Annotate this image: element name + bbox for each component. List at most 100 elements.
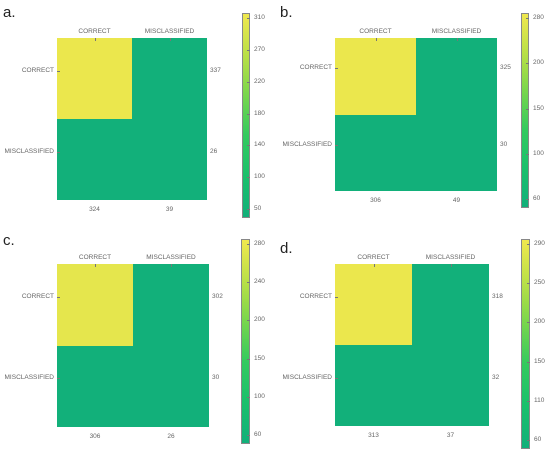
colorbar-tick-label: 50	[254, 204, 262, 212]
colorbar-tick-label: 150	[533, 104, 544, 112]
colorbar-tick-label: 280	[533, 13, 544, 21]
row-label: MISCLASSIFIED	[282, 373, 332, 381]
colorbar-tick	[247, 282, 250, 284]
tick-mark	[94, 38, 96, 41]
colorbar	[241, 239, 250, 444]
panel-label: a.	[3, 4, 16, 21]
column-total: 324	[89, 206, 100, 213]
colorbar-tick	[247, 396, 250, 398]
tick-mark	[335, 377, 338, 379]
column-label: MISCLASSIFIED	[146, 254, 196, 261]
colorbar-tick-label: 60	[254, 430, 262, 438]
matrix-cell	[412, 264, 489, 345]
matrix-cell	[57, 38, 132, 119]
tick-mark	[335, 68, 338, 70]
column-label: CORRECT	[359, 28, 392, 35]
tick-mark	[456, 38, 458, 41]
tick-mark	[57, 70, 60, 72]
colorbar-tick	[247, 209, 250, 210]
matrix-cell	[335, 345, 412, 426]
colorbar-tick	[247, 177, 250, 179]
column-total: 313	[368, 432, 379, 439]
colorbar-tick	[247, 113, 250, 115]
column-label: MISCLASSIFIED	[144, 28, 195, 35]
row-total: 337	[210, 66, 221, 74]
colorbar-tick	[527, 440, 530, 441]
row-total: 325	[500, 64, 511, 71]
column-total: 49	[452, 197, 461, 204]
colorbar	[521, 239, 530, 449]
colorbar	[242, 13, 250, 218]
tick-mark	[171, 264, 172, 267]
row-label: CORRECT	[21, 66, 54, 74]
row-label: CORRECT	[299, 64, 332, 71]
matrix-cell	[132, 119, 207, 200]
colorbar-tick-label: 290	[534, 239, 545, 247]
tick-mark	[57, 378, 60, 380]
matrix-cell	[57, 119, 132, 200]
colorbar-tick-label: 100	[533, 149, 544, 157]
tick-mark	[169, 38, 171, 41]
tick-mark	[450, 264, 452, 267]
tick-mark	[335, 296, 338, 298]
column-label: CORRECT	[78, 28, 111, 35]
colorbar-tick	[527, 322, 530, 324]
colorbar-tick	[247, 244, 250, 245]
colorbar-tick	[527, 244, 530, 245]
column-total: 306	[89, 433, 101, 440]
row-total: 302	[212, 292, 223, 300]
row-total: 32	[492, 373, 500, 381]
row-total: 30	[212, 374, 220, 381]
row-label: CORRECT	[21, 292, 54, 300]
row-label: MISCLASSIFIED	[4, 147, 54, 155]
colorbar-tick-label: 200	[534, 318, 545, 326]
colorbar-tick-label: 280	[254, 239, 265, 247]
colorbar-tick-label: 310	[254, 13, 265, 21]
tick-mark	[57, 151, 60, 153]
column-total: 37	[446, 432, 455, 439]
column-total: 306	[370, 197, 381, 204]
matrix-cell	[57, 345, 133, 427]
panel-label: b.	[280, 4, 293, 21]
colorbar-tick-label: 140	[254, 141, 265, 149]
matrix-cell	[335, 264, 412, 345]
colorbar-tick-label: 60	[534, 435, 542, 443]
tick-mark	[373, 264, 375, 267]
panel-label: c.	[3, 232, 15, 249]
row-total: 318	[492, 292, 503, 300]
colorbar	[521, 13, 529, 208]
matrix-cell	[335, 38, 416, 115]
matrix-cell	[416, 38, 497, 115]
colorbar-tick	[526, 63, 529, 65]
tick-mark	[375, 38, 377, 41]
row-total: 30	[500, 140, 508, 148]
colorbar-tick	[247, 18, 250, 19]
colorbar-tick-label: 200	[254, 316, 265, 324]
matrix-cell	[133, 345, 209, 427]
colorbar-tick	[527, 400, 530, 402]
colorbar-tick-label: 150	[534, 357, 545, 365]
colorbar-tick-label: 270	[254, 45, 265, 53]
colorbar-tick-label: 200	[533, 59, 544, 66]
colorbar-tick-label: 110	[534, 396, 545, 404]
matrix-cell	[416, 114, 497, 191]
colorbar-tick-label: 60	[533, 194, 541, 202]
colorbar-tick-label: 150	[254, 354, 265, 362]
tick-mark	[95, 264, 96, 267]
row-label: MISCLASSIFIED	[4, 374, 54, 381]
colorbar-tick	[247, 320, 250, 322]
row-label: CORRECT	[299, 292, 332, 300]
colorbar-tick-label: 180	[254, 109, 265, 117]
colorbar-tick	[527, 283, 530, 285]
matrix-cell	[132, 38, 207, 119]
matrix-cell	[335, 114, 416, 191]
colorbar-tick	[247, 145, 250, 147]
colorbar-tick-label: 100	[254, 392, 265, 400]
column-total: 26	[167, 433, 175, 440]
column-label: MISCLASSIFIED	[425, 254, 476, 261]
colorbar-tick-label: 100	[254, 172, 265, 180]
colorbar-tick	[247, 81, 250, 83]
colorbar-tick	[247, 358, 250, 360]
colorbar-tick	[526, 108, 529, 110]
colorbar-tick	[526, 199, 529, 200]
